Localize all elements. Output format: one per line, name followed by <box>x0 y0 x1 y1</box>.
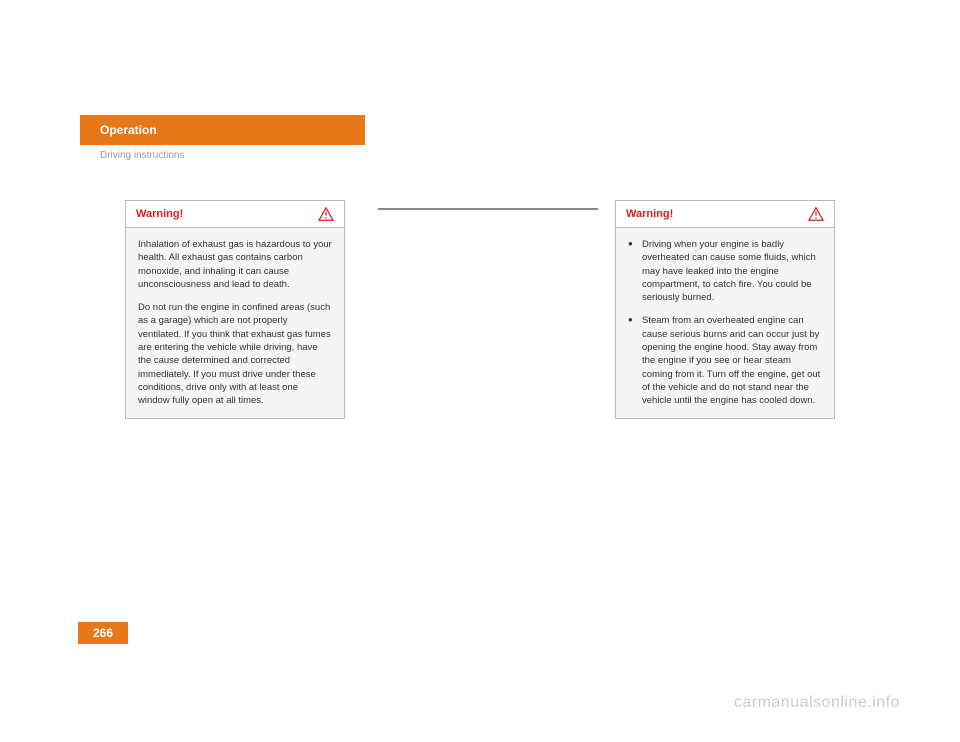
warning-list-item: Steam from an overheated engine can caus… <box>628 314 822 407</box>
warning-paragraph: Do not run the engine in confined areas … <box>138 301 332 407</box>
warning-paragraph: Inhalation of exhaust gas is hazardous t… <box>138 238 332 291</box>
warning-triangle-icon <box>808 207 824 221</box>
page-number: 266 <box>93 626 113 640</box>
warning-body: Driving when your engine is badly overhe… <box>616 228 834 418</box>
warning-box-left: Warning! Inhalation of exhaust gas is ha… <box>125 200 345 419</box>
warning-header: Warning! <box>616 201 834 228</box>
warning-list: Driving when your engine is badly overhe… <box>628 238 822 408</box>
right-column: Warning! Driving when your engine is bad… <box>615 200 835 434</box>
warning-body: Inhalation of exhaust gas is hazardous t… <box>126 228 344 418</box>
warning-label: Warning! <box>626 208 673 220</box>
section-title: Operation <box>100 123 157 137</box>
warning-triangle-icon <box>318 207 334 221</box>
content-area: Warning! Inhalation of exhaust gas is ha… <box>125 200 835 434</box>
page-number-box: 266 <box>78 622 128 644</box>
warning-header: Warning! <box>126 201 344 228</box>
warning-label: Warning! <box>136 208 183 220</box>
manual-page: Operation Driving instructions Warning! … <box>0 0 960 742</box>
warning-list-item: Driving when your engine is badly overhe… <box>628 238 822 304</box>
subsection-title: Driving instructions <box>100 150 184 161</box>
watermark: carmanualsonline.info <box>734 694 900 712</box>
warning-box-right: Warning! Driving when your engine is bad… <box>615 200 835 419</box>
left-column: Warning! Inhalation of exhaust gas is ha… <box>125 200 345 434</box>
section-header-tab: Operation <box>80 115 365 145</box>
